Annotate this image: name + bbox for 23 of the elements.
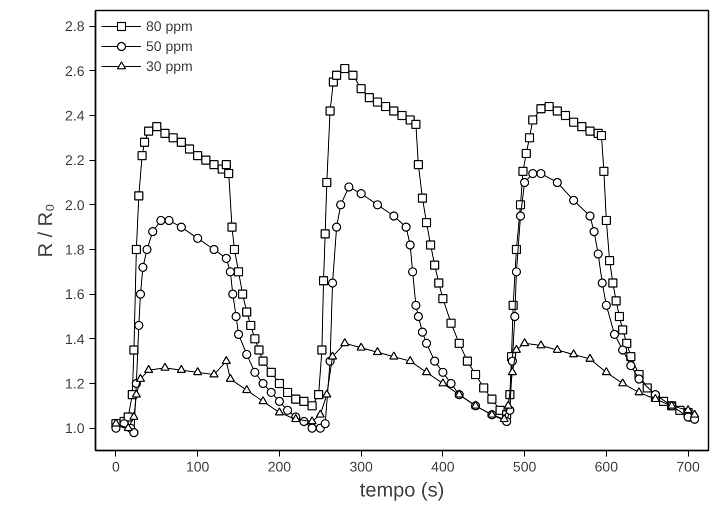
- y-tick-label: 1.2: [65, 375, 85, 392]
- legend-label: 50 ppm: [146, 38, 193, 54]
- x-tick-label: 300: [349, 458, 374, 474]
- x-tick-label: 0: [112, 458, 120, 474]
- x-tick-label: 100: [186, 458, 210, 474]
- x-tick-label: 600: [594, 458, 618, 474]
- y-tick-label: 1.6: [65, 286, 85, 302]
- y-tick-label: 1.0: [65, 420, 85, 436]
- y-tick-label: 2.2: [65, 152, 85, 168]
- y-tick-label: 2.4: [65, 107, 85, 124]
- x-tick-label: 200: [268, 458, 292, 474]
- x-tick-label: 400: [431, 458, 455, 474]
- x-axis-title: tempo (s): [360, 480, 444, 502]
- y-tick-label: 1.4: [65, 330, 85, 347]
- y-tick-label: 2.6: [65, 62, 85, 79]
- y-tick-label: 2.0: [65, 196, 85, 213]
- x-tick-label: 700: [676, 458, 700, 474]
- y-tick-label: 2.8: [65, 18, 85, 34]
- y-tick-label: 1.8: [65, 241, 85, 258]
- y-axis-title: R / R₀: [35, 204, 58, 258]
- x-tick-label: 500: [512, 458, 536, 474]
- legend-label: 80 ppm: [146, 18, 193, 34]
- legend-label: 30 ppm: [146, 58, 193, 74]
